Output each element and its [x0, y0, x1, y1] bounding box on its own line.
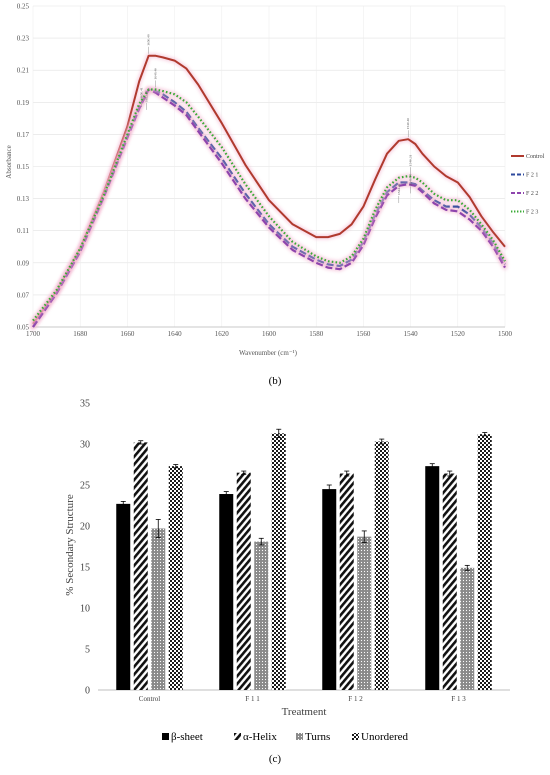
bar — [339, 473, 354, 690]
peak-label: 1540.46 — [406, 118, 410, 130]
x-tick-label: 1700 — [26, 330, 41, 338]
peak-label: 1648.40 — [154, 68, 158, 80]
series-lines — [30, 53, 508, 330]
x-tick-label: 1680 — [73, 330, 88, 338]
x-axis-title: Treatment — [282, 706, 327, 718]
y-tick-label: 0.13 — [17, 195, 30, 203]
peak-label: 1540.14 — [409, 174, 413, 186]
y-tick-label: 5 — [85, 645, 90, 656]
legend-label: Unordered — [361, 731, 409, 743]
peak-label: 1544.20 — [397, 183, 401, 195]
y-tick-label: 30 — [80, 440, 90, 451]
bar — [168, 466, 183, 690]
series-line — [32, 88, 506, 322]
y-axis-ticks: 0.05 0.07 0.09 0.11 0.13 0.15 0.17 0.19 0.21 0.23… — [17, 3, 30, 332]
bar — [477, 434, 492, 690]
legend-swatch — [162, 733, 169, 740]
panel-label-c: (c) — [269, 753, 282, 765]
bar — [236, 472, 251, 690]
y-tick-label: 10 — [80, 604, 90, 615]
bars — [116, 428, 492, 690]
x-tick-label: 1560 — [356, 330, 371, 338]
bar — [374, 441, 389, 690]
x-tick-label: 1540 — [404, 330, 419, 338]
y-tick-label: 0.11 — [17, 227, 29, 235]
peak-label: 1650.41 — [140, 87, 144, 99]
y-axis-title: % Secondary Structure — [64, 494, 76, 596]
x-tick-label: 1620 — [215, 330, 230, 338]
bar — [271, 433, 286, 690]
x-axis-category-labels: Control F 1 1 F 1 2 F 1 3 — [139, 695, 466, 703]
y-axis-title: Absorbance — [5, 145, 13, 178]
x-tick-label: 1520 — [451, 330, 466, 338]
legend: Control F 2 1 F 2 2 F 2 3 — [511, 154, 545, 216]
y-tick-label: 0.07 — [17, 291, 30, 299]
y-tick-label: 0 — [85, 686, 90, 697]
y-tick-label: 0.17 — [17, 131, 30, 139]
peak-label: 1650.48 — [147, 34, 151, 46]
category-label: Control — [139, 695, 160, 703]
x-tick-label: 1580 — [309, 330, 324, 338]
legend-label: F 2 3 — [526, 210, 538, 216]
legend-label: F 2 1 — [526, 173, 538, 179]
panel-label-b: (b) — [269, 375, 282, 387]
secondary-structure-bar-chart: 0 5 10 15 20 25 30 35 Control F 1 1 F 1 2 F 1 3 % … — [64, 399, 510, 743]
legend-swatch — [234, 733, 241, 740]
peak-labels: 1650.48 1648.40 1650.41 1652.97 1540.46 1540.… — [140, 34, 413, 204]
legend-label: F 2 2 — [526, 191, 538, 197]
y-tick-label: 0.25 — [17, 3, 30, 11]
bar — [442, 473, 457, 690]
legend-swatch — [352, 733, 359, 740]
y-axis-ticks: 0 5 10 15 20 25 30 35 — [80, 399, 90, 697]
bar — [116, 503, 131, 690]
y-tick-label: 0.15 — [17, 163, 30, 171]
bar — [219, 494, 234, 690]
x-tick-label: 1640 — [168, 330, 183, 338]
y-tick-label: 15 — [80, 563, 90, 574]
category-label: F 1 2 — [348, 695, 363, 703]
peak-label: 1540.31 — [409, 155, 413, 167]
legend-swatch — [296, 733, 303, 740]
legend-label: Control — [526, 154, 545, 160]
series-line — [32, 54, 506, 325]
x-tick-label: 1500 — [498, 330, 513, 338]
bar — [133, 442, 148, 690]
category-label: F 1 3 — [451, 695, 466, 703]
y-tick-label: 25 — [80, 481, 90, 492]
peak-label: 1652.97 — [144, 90, 148, 102]
bar — [425, 466, 440, 690]
legend: β-sheet α-Helix Turns Unordered — [162, 731, 409, 743]
bar — [151, 528, 166, 690]
legend-label: β-sheet — [171, 731, 203, 743]
bar — [254, 541, 269, 690]
bar — [322, 489, 337, 690]
y-tick-label: 0.21 — [17, 67, 30, 75]
y-tick-label: 0.05 — [17, 324, 30, 332]
ftir-line-chart: 0.05 0.07 0.09 0.11 0.13 0.15 0.17 0.19 0.21 0.23… — [5, 3, 545, 358]
bar — [460, 567, 475, 690]
x-axis-title: Wavenumber (cm⁻¹) — [239, 349, 298, 357]
y-tick-label: 20 — [80, 522, 90, 533]
legend-label: α-Helix — [243, 731, 277, 743]
x-axis-ticks: 1700 1680 1660 1640 1620 1600 1580 1560 1540 1520… — [26, 330, 513, 338]
x-tick-label: 1600 — [262, 330, 277, 338]
bar — [357, 536, 372, 690]
legend-label: Turns — [305, 731, 330, 743]
y-tick-label: 0.09 — [17, 259, 30, 267]
y-tick-label: 35 — [80, 399, 90, 410]
category-label: F 1 1 — [245, 695, 260, 703]
x-tick-label: 1660 — [120, 330, 135, 338]
y-tick-label: 0.19 — [17, 99, 30, 107]
y-tick-label: 0.23 — [17, 35, 30, 43]
